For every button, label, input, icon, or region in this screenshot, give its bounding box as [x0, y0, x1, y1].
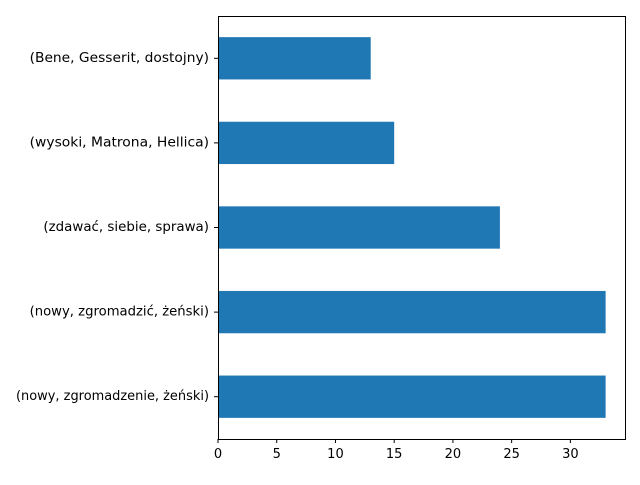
- y-axis-ticks: (nowy, zgromadzenie, żeński) (nowy, zgrom…: [16, 51, 218, 404]
- x-tick-label: 0: [214, 447, 222, 462]
- x-tick-label: 10: [327, 447, 344, 462]
- bar: [218, 206, 500, 249]
- bar: [218, 375, 606, 418]
- y-tick-label: (nowy, zgromadzić, żeński): [30, 305, 209, 320]
- x-tick-label: 5: [273, 447, 281, 462]
- y-tick-label: (Bene, Gesserit, dostojny): [30, 51, 209, 66]
- x-axis-ticks: 0 5 10 15 20 25 30: [214, 439, 579, 462]
- y-tick-label: (wysoki, Matrona, Hellica): [30, 135, 209, 150]
- x-tick-label: 25: [503, 447, 520, 462]
- y-tick-label: (nowy, zgromadzenie, żeński): [16, 389, 209, 404]
- x-tick-label: 30: [562, 447, 579, 462]
- bar: [218, 37, 371, 80]
- x-tick-label: 20: [445, 447, 462, 462]
- plot-frame: [218, 16, 626, 440]
- y-tick-label: (zdawać, siebie, sprawa): [43, 220, 209, 235]
- x-tick-label: 15: [386, 447, 403, 462]
- bar: [218, 290, 606, 334]
- bar: [218, 121, 395, 165]
- bars-layer: [218, 37, 606, 418]
